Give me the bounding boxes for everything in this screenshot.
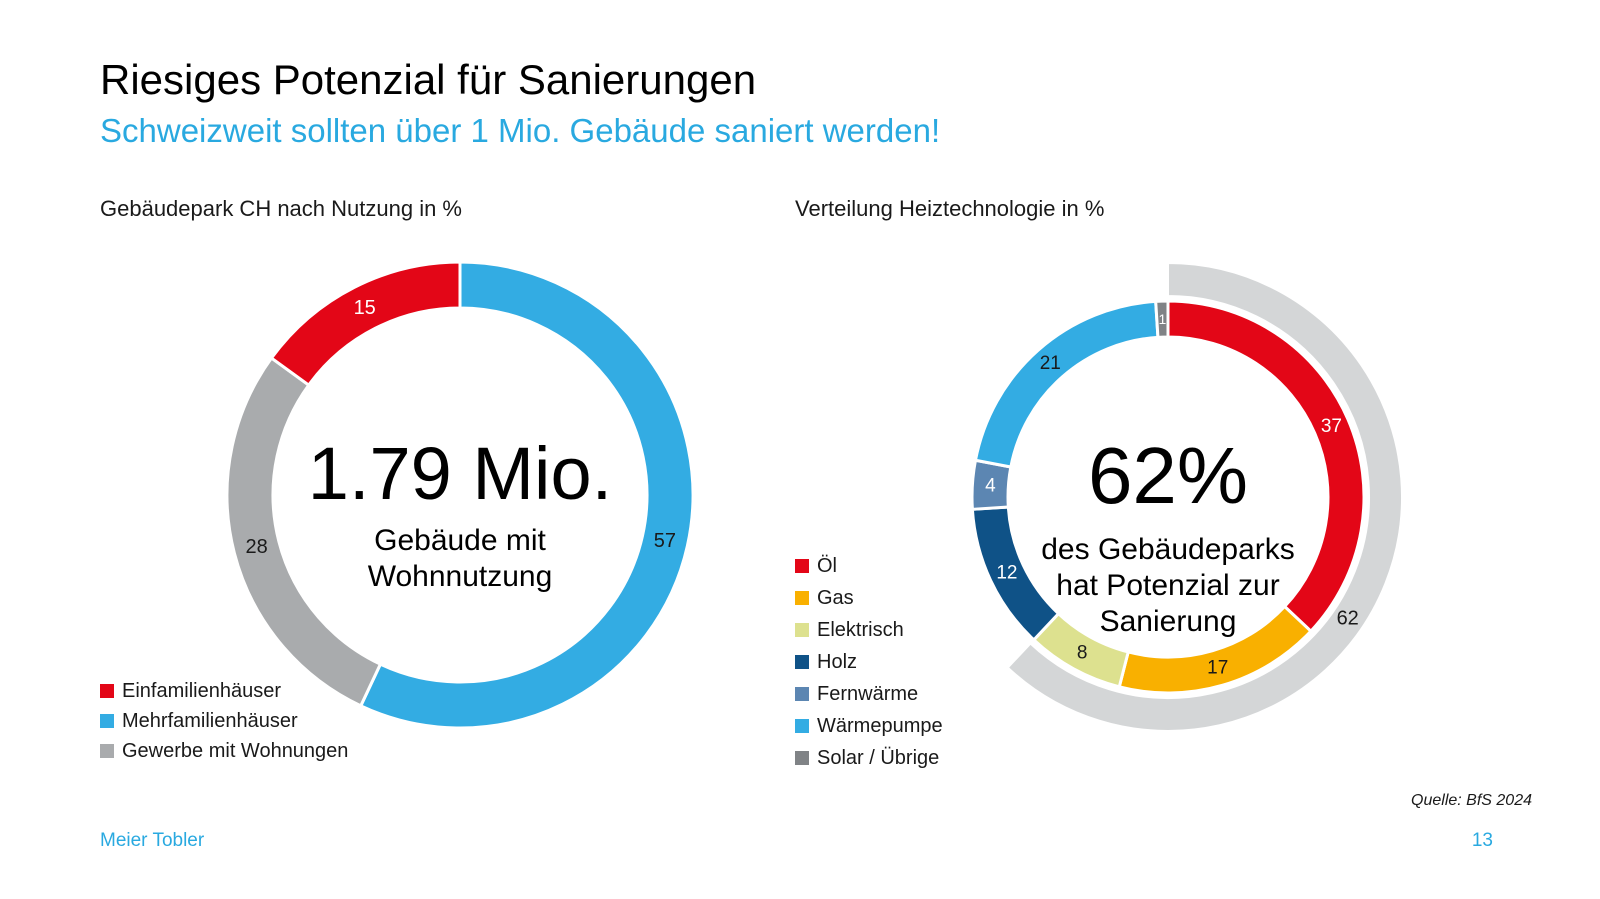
segment-value-label: 15 — [354, 297, 376, 319]
legend-item: Gas — [795, 582, 943, 614]
segment-value-label: 62 — [1337, 608, 1359, 630]
highlight-arc-62 — [1006, 261, 1404, 732]
right-donut-center-value: 62% — [1087, 431, 1249, 520]
legend-color-swatch — [795, 751, 809, 765]
legend-item: Holz — [795, 646, 943, 678]
legend-color-swatch — [795, 719, 809, 733]
legend-item: Einfamilienhäuser — [100, 676, 348, 706]
segment-value-label: 57 — [654, 530, 676, 552]
right-donut-chart: 62 37 17 8 12 4 21 1 — [970, 261, 1404, 732]
left-chart-legend: Einfamilienhäuser Mehrfamilienhäuser Gew… — [100, 676, 348, 766]
segment-value-label: 1 — [1159, 311, 1167, 327]
legend-item: Solar / Übrige — [795, 742, 943, 774]
left-donut-center: 1.79 Mio. Gebäude mit Wohnnutzung — [280, 437, 640, 595]
left-donut-center-label: Gebäude mit Wohnnutzung — [367, 524, 553, 593]
right-chart-legend: Öl Gas Elektrisch Holz Fernwärme Wärmepu… — [795, 550, 943, 774]
segment-einfamilienh-user — [269, 260, 462, 388]
page-title: Riesiges Potenzial für Sanierungen — [100, 56, 757, 103]
source-note: Quelle: BfS 2024 — [1411, 792, 1532, 809]
legend-color-swatch — [100, 684, 114, 698]
segment-value-label: 12 — [996, 562, 1017, 583]
right-donut-center: 62% des Gebäudeparks hat Potenzial zur S… — [988, 436, 1348, 640]
left-chart-title: Gebäudepark CH nach Nutzung in % — [100, 196, 462, 221]
page-number: 13 — [1471, 830, 1493, 851]
segment-value-label: 28 — [245, 536, 267, 558]
segment-value-label: 4 — [985, 475, 996, 496]
segment-value-label: 8 — [1077, 643, 1088, 664]
legend-item: Mehrfamilienhäuser — [100, 706, 348, 736]
legend-color-swatch — [100, 714, 114, 728]
legend-item: Öl — [795, 550, 943, 582]
left-donut-chart: 57 28 15 — [225, 260, 695, 730]
left-donut-center-value: 1.79 Mio. — [307, 432, 613, 515]
legend-color-swatch — [100, 744, 114, 758]
footer-brand: Meier Tobler — [100, 830, 205, 851]
segment-value-label: 21 — [1040, 353, 1061, 374]
legend-item: Fernwärme — [795, 678, 943, 710]
page-subtitle: Schweizweit sollten über 1 Mio. Gebäude … — [100, 112, 941, 149]
right-chart-title: Verteilung Heiztechnologie in % — [795, 196, 1105, 221]
legend-color-swatch — [795, 623, 809, 637]
legend-item: Elektrisch — [795, 614, 943, 646]
segment-value-label: 37 — [1321, 416, 1342, 437]
legend-item: Gewerbe mit Wohnungen — [100, 736, 348, 766]
right-donut-center-label: des Gebäudeparks hat Potenzial zur Sanie… — [1041, 533, 1295, 638]
segment-value-label: 17 — [1207, 657, 1228, 678]
legend-color-swatch — [795, 687, 809, 701]
legend-color-swatch — [795, 655, 809, 669]
legend-color-swatch — [795, 591, 809, 605]
segment-mehrfamilienh-user — [358, 260, 695, 730]
legend-item: Wärmepumpe — [795, 710, 943, 742]
segment-solar-brige — [1154, 299, 1170, 339]
legend-color-swatch — [795, 559, 809, 573]
